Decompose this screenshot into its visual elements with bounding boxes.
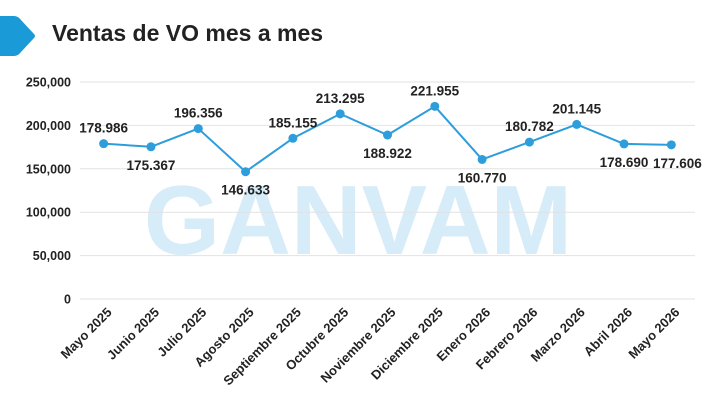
data-label: 201.145 (552, 101, 601, 116)
data-point (430, 101, 440, 111)
accent-arrow-icon (0, 16, 35, 56)
data-label: 213.295 (316, 91, 365, 106)
data-labels: 178.986 175.367 196.356 146.633 185.155 213.2… (79, 83, 702, 197)
data-label: 180.782 (505, 119, 554, 134)
data-label: 178.986 (79, 121, 128, 136)
y-tick-label: 0 (64, 293, 71, 307)
data-point (666, 140, 676, 150)
chart-gridlines (80, 81, 695, 300)
data-point (619, 139, 629, 149)
chart-header: Ventas de VO mes a mes (0, 8, 720, 58)
data-label: 188.922 (363, 146, 412, 161)
data-point (193, 124, 203, 134)
y-tick-label: 250,000 (26, 76, 71, 90)
data-point (335, 109, 345, 119)
data-point (572, 119, 582, 129)
y-tick-label: 150,000 (26, 162, 71, 176)
y-tick-label: 50,000 (33, 249, 71, 263)
data-label: 175.367 (127, 158, 176, 173)
data-point (477, 154, 487, 164)
data-label: 177.606 (653, 156, 702, 171)
y-axis-labels: 0 50,000 100,000 150,000 200,000 250,000 (26, 76, 71, 307)
data-label: 146.633 (221, 183, 270, 198)
data-label: 196.356 (174, 106, 223, 121)
y-tick-label: 200,000 (26, 119, 71, 133)
data-point (146, 142, 156, 152)
data-point (524, 137, 534, 147)
data-point (288, 133, 298, 143)
data-label: 160.770 (458, 170, 507, 185)
chart-title: Ventas de VO mes a mes (52, 20, 324, 46)
y-tick-label: 100,000 (26, 206, 71, 220)
x-tick-label: Mayo 2026 (625, 305, 682, 362)
data-point (383, 130, 392, 140)
data-label: 221.955 (410, 83, 459, 98)
watermark-text: GANVAM (144, 165, 572, 275)
data-label: 178.690 (600, 155, 649, 170)
data-point (99, 139, 109, 149)
data-label: 185.155 (268, 115, 317, 130)
series-points (99, 101, 676, 177)
data-point (241, 167, 251, 177)
